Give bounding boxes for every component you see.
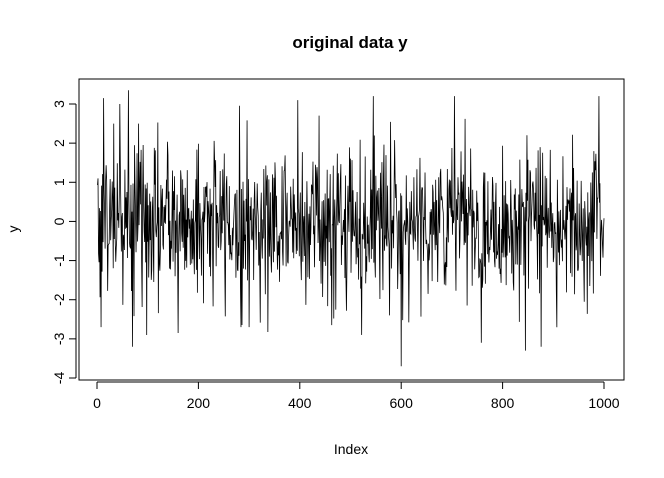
y-tick-label: -1 (51, 254, 67, 267)
y-tick-label: 0 (51, 217, 67, 225)
x-tick-label: 0 (93, 395, 101, 411)
y-tick-label: 1 (51, 178, 67, 186)
x-tick-label: 1000 (588, 395, 619, 411)
x-tick-label: 800 (491, 395, 515, 411)
x-tick-label: 600 (390, 395, 414, 411)
x-tick-label: 400 (288, 395, 312, 411)
y-tick-label: -2 (51, 293, 67, 306)
x-axis-label: Index (334, 441, 368, 457)
y-axis-label: y (5, 226, 21, 233)
y-tick-label: 3 (51, 100, 67, 108)
y-axis: -4 -3 -2 -1 0 1 2 3 (51, 100, 77, 385)
chart-title: original data y (292, 33, 408, 52)
data-series-line (97, 90, 605, 367)
y-tick-label: 2 (51, 139, 67, 147)
x-tick-label: 200 (187, 395, 211, 411)
plot-area-border (78, 78, 625, 381)
y-tick-label: -3 (51, 332, 67, 345)
y-tick-label: -4 (51, 372, 67, 385)
x-axis: 0 200 400 600 800 1000 (93, 381, 620, 411)
